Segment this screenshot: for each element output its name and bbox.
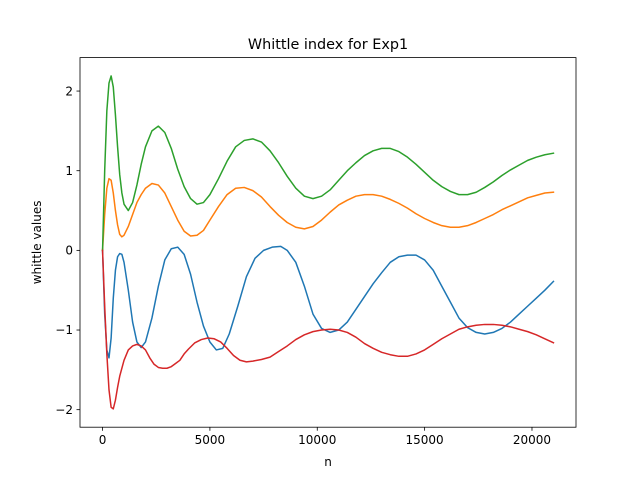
plot-frame <box>79 57 577 428</box>
chart-title: Whittle index for Exp1 <box>248 37 408 53</box>
y-tick-label: 2 <box>65 84 73 98</box>
x-tick-label: 20000 <box>513 433 551 447</box>
y-tick-label: −1 <box>55 323 73 337</box>
y-axis-label: whittle values <box>30 201 44 285</box>
series-line-2 <box>101 177 555 252</box>
series-layer <box>101 75 555 410</box>
x-tick-label: 10000 <box>298 433 336 447</box>
x-tick-label: 0 <box>99 433 107 447</box>
x-tick-label: 15000 <box>406 433 444 447</box>
x-tick-label: 5000 <box>195 433 226 447</box>
y-tick-label: −2 <box>55 403 73 417</box>
x-axis-label: n <box>324 455 332 469</box>
series-line-4 <box>101 249 555 410</box>
series-line-1 <box>101 245 555 359</box>
y-tick-label: 1 <box>65 164 73 178</box>
x-axis-ticks: 0 5000 10000 15000 20000 <box>99 427 551 447</box>
series-line-3 <box>101 75 555 252</box>
y-tick-label: 0 <box>65 244 73 258</box>
plot-area-background <box>80 57 576 428</box>
y-axis-ticks: −2 −1 0 1 2 <box>55 84 80 417</box>
